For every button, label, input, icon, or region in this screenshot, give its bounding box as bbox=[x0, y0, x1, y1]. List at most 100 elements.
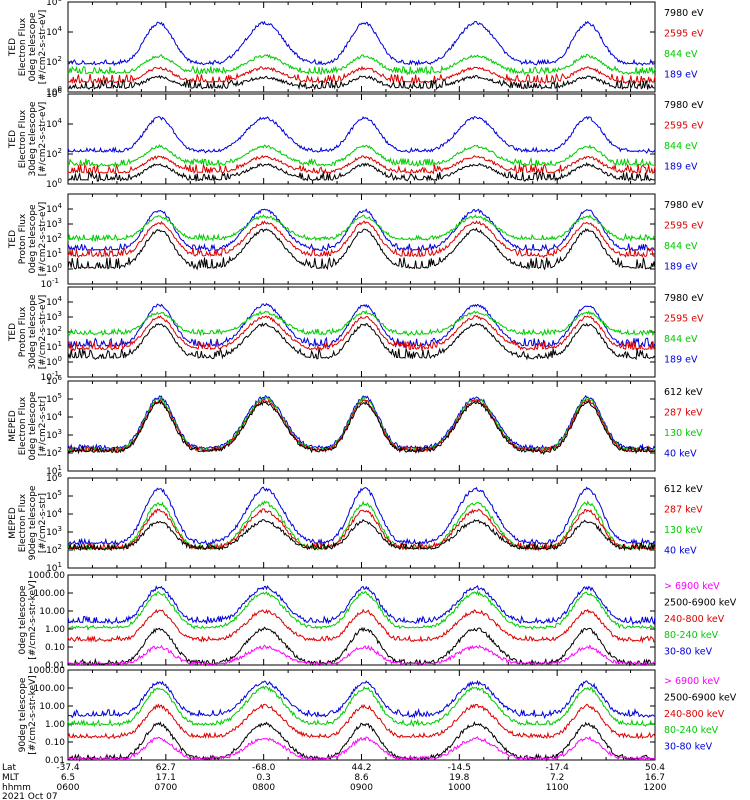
y-axis-label: 0deg telescope bbox=[28, 204, 38, 274]
legend-entry: 240-800 keV bbox=[664, 709, 725, 720]
series-trace bbox=[67, 500, 656, 552]
legend-entry: > 6900 keV bbox=[664, 581, 720, 592]
y-axis-label: 90deg telescope bbox=[28, 485, 38, 560]
y-axis-label: Electron Flux bbox=[18, 493, 28, 552]
y-tick-label: 100.00 bbox=[34, 589, 66, 599]
y-axis-label: Electron Flux bbox=[18, 17, 28, 76]
y-axis-label: 0deg telescope bbox=[18, 585, 28, 655]
y-tick-label: 101 bbox=[46, 247, 62, 260]
y-tick-label: 103 bbox=[46, 428, 62, 441]
y-tick-label: 106 bbox=[46, 87, 62, 100]
series-trace bbox=[67, 703, 656, 740]
series-trace bbox=[67, 154, 656, 175]
x-axis-row-label: hhmm bbox=[2, 783, 31, 793]
panel-frame bbox=[67, 193, 656, 285]
y-tick-label: 1000.00 bbox=[28, 666, 65, 676]
x-tick-label: 0900 bbox=[350, 783, 373, 793]
y-tick-label: 100 bbox=[46, 85, 62, 98]
series-trace bbox=[67, 518, 656, 552]
y-tick-label: 100 bbox=[46, 262, 62, 275]
y-axis-label: [#/cm2-s-str] bbox=[38, 493, 48, 553]
series-trace bbox=[67, 214, 656, 243]
y-tick-label: 102 bbox=[46, 543, 62, 556]
y-tick-label: 100 bbox=[46, 177, 62, 190]
x-tick-label: 50.4 bbox=[645, 763, 665, 773]
x-axis-row-label: MLT bbox=[2, 773, 20, 783]
y-axis-label: 30deg telescope bbox=[28, 294, 38, 369]
legend-entry: 240-800 keV bbox=[664, 614, 725, 625]
x-tick-label: -68.0 bbox=[252, 763, 276, 773]
y-axis-label: 90deg telescope bbox=[18, 677, 28, 752]
y-tick-label: 100 bbox=[46, 355, 62, 368]
y-tick-label: 104 bbox=[46, 25, 62, 38]
y-tick-label: 104 bbox=[46, 202, 62, 215]
y-axis-label: [#/cm2-s-str] bbox=[38, 396, 48, 456]
legend-entry: 130 keV bbox=[664, 428, 703, 439]
legend-entry: 80-240 keV bbox=[664, 630, 719, 641]
y-axis-label: 30deg telescope bbox=[28, 101, 38, 176]
y-tick-label: 100.00 bbox=[34, 684, 66, 694]
y-tick-label: 102 bbox=[46, 232, 62, 245]
y-tick-label: 102 bbox=[46, 325, 62, 338]
x-tick-label: 1000 bbox=[448, 783, 471, 793]
x-tick-label: 8.6 bbox=[354, 773, 369, 783]
legend-entry: 80-240 keV bbox=[664, 725, 719, 736]
y-axis-label: Electron Flux bbox=[18, 109, 28, 168]
legend-entry: 2500-6900 keV bbox=[664, 597, 737, 608]
y-axis-label: TED bbox=[8, 323, 18, 342]
x-axis-row-label: Lat bbox=[2, 763, 17, 773]
series-trace bbox=[67, 608, 656, 644]
panel-ted-electron-30deg: 100 102 104 106 TED Electron Flux 30deg telesc… bbox=[8, 87, 704, 190]
legend-entry: 844 eV bbox=[664, 141, 698, 152]
y-axis-label: Proton Flux bbox=[18, 306, 28, 357]
series-trace bbox=[67, 302, 656, 349]
y-axis-label: TED bbox=[8, 130, 18, 149]
y-tick-label: 1.00 bbox=[45, 720, 65, 730]
legend-entry: 2595 eV bbox=[664, 314, 704, 325]
legend-entry: 2500-6900 keV bbox=[664, 692, 737, 703]
legend-entry: 130 keV bbox=[664, 525, 703, 536]
legend-entry: 189 eV bbox=[664, 162, 698, 173]
y-tick-label: 0.10 bbox=[45, 643, 65, 653]
x-tick-label: 6.5 bbox=[61, 773, 75, 783]
y-tick-label: 0.01 bbox=[45, 661, 65, 671]
series-trace bbox=[67, 309, 656, 337]
series-trace bbox=[67, 161, 656, 183]
series-trace bbox=[67, 398, 656, 455]
panel-meped-electron-0deg: 101 102 103 104 105 106 MEPED Electron Flux 0deg… bbox=[8, 374, 703, 477]
legend-entry: 7980 eV bbox=[664, 100, 704, 111]
legend-entry: 189 eV bbox=[664, 355, 698, 366]
y-tick-label: 106 bbox=[46, 374, 62, 387]
x-tick-label: 1100 bbox=[546, 783, 569, 793]
y-axis-label: MEPED bbox=[8, 507, 18, 539]
y-axis-label: MEPED bbox=[8, 410, 18, 442]
series-trace bbox=[67, 396, 656, 453]
legend-entry: 2595 eV bbox=[664, 29, 704, 40]
series-trace bbox=[67, 220, 656, 259]
y-tick-label: 104 bbox=[46, 507, 62, 520]
y-tick-label: 105 bbox=[46, 489, 62, 502]
y-tick-label: 103 bbox=[46, 217, 62, 230]
y-tick-label: 106 bbox=[46, 471, 62, 484]
series-trace bbox=[67, 115, 656, 154]
legend-entry: 844 eV bbox=[664, 49, 698, 60]
legend-entry: 30-80 keV bbox=[664, 742, 713, 753]
legend-entry: 7980 eV bbox=[664, 200, 704, 211]
y-axis-label: Proton Flux bbox=[18, 213, 28, 264]
legend-entry: 189 eV bbox=[664, 70, 698, 81]
series-trace bbox=[68, 626, 656, 667]
series-trace bbox=[67, 585, 656, 626]
series-trace bbox=[67, 679, 655, 720]
series-trace bbox=[67, 144, 656, 168]
panel-frame bbox=[67, 286, 656, 378]
legend-entry: 40 keV bbox=[664, 546, 697, 557]
series-trace bbox=[67, 20, 656, 67]
y-axis-label: 0deg telescope bbox=[28, 391, 38, 461]
panel-ted-proton-30deg: 10-1 100 101 102 103 104 TED Proton Flux 30deg t… bbox=[8, 286, 704, 383]
y-tick-label: 101 bbox=[46, 464, 62, 477]
y-axis-label: [#/cm2-s-str-eV] bbox=[38, 295, 48, 370]
y-axis-label: [#/cm2-s-str-keV] bbox=[28, 675, 38, 754]
series-trace bbox=[67, 644, 656, 667]
